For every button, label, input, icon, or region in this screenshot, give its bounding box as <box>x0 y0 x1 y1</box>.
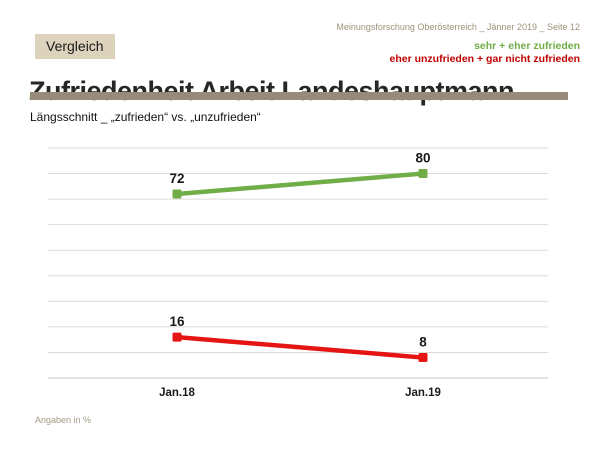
chart-legend: sehr + eher zufrieden eher unzufrieden +… <box>390 40 581 66</box>
series-line <box>174 171 426 197</box>
data-point-marker <box>418 353 428 363</box>
value-label: 72 <box>169 171 184 186</box>
x-axis-label: Jan.18 <box>159 387 195 399</box>
legend-item-satisfied: sehr + eher zufrieden <box>474 40 580 52</box>
value-label: 8 <box>419 335 427 350</box>
value-label: 80 <box>415 151 430 166</box>
page-title: Zufriedenheit Arbeit Landeshauptmann <box>29 76 515 107</box>
legend-item-unsatisfied: eher unzufrieden + gar nicht zufrieden <box>389 53 581 66</box>
data-point-marker <box>172 189 182 199</box>
series-line <box>174 334 426 360</box>
data-point-marker <box>418 169 428 179</box>
x-axis-label: Jan.19 <box>405 387 441 399</box>
unit-footnote: Angaben in % <box>35 415 92 425</box>
chart-subtitle: Längsschnitt _ „zufrieden“ vs. „unzufrie… <box>30 110 261 124</box>
value-label: 16 <box>169 314 185 329</box>
comparison-badge: Vergleich <box>35 34 115 59</box>
report-meta-header: Meinungsforschung Oberösterreich _ Jänne… <box>336 22 580 32</box>
data-point-marker <box>172 332 182 342</box>
title-rule-bar <box>30 92 568 100</box>
